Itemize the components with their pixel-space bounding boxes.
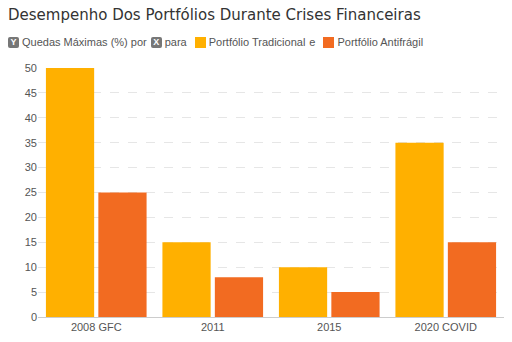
html-text:Portfólio Antifrágil: Portfólio Antifrágil <box>337 36 424 48</box>
html-text:Portfólio Tradicional e: Portfólio Tradicional e <box>208 36 316 48</box>
svg-text:10: 10 <box>25 261 37 273</box>
svg-text:0: 0 <box>31 311 37 323</box>
svg-text:5: 5 <box>31 286 37 298</box>
svg-text:50: 50 <box>25 62 37 74</box>
svg-text:35: 35 <box>25 137 37 149</box>
svg-text:2020 COVID: 2020 COVID <box>415 321 477 333</box>
html-text:X para: X para <box>153 36 187 48</box>
svg-text:30: 30 <box>25 161 37 173</box>
html-text:Desempenho Dos Portfólios Dura: Desempenho Dos Portfólios Durante Crises… <box>8 6 421 24</box>
svg-text:15: 15 <box>25 236 37 248</box>
svg-text:20: 20 <box>25 211 37 223</box>
svg-text:2011: 2011 <box>201 321 225 333</box>
svg-text:40: 40 <box>25 112 37 124</box>
html-text:Y: Y <box>10 36 17 47</box>
svg-text:2008 GFC: 2008 GFC <box>71 321 122 333</box>
html-text:Quedas Máximas (%) por: Quedas Máximas (%) por <box>22 36 147 48</box>
svg-text:2015: 2015 <box>317 321 341 333</box>
svg-text:25: 25 <box>25 186 37 198</box>
svg-text:45: 45 <box>25 87 37 99</box>
